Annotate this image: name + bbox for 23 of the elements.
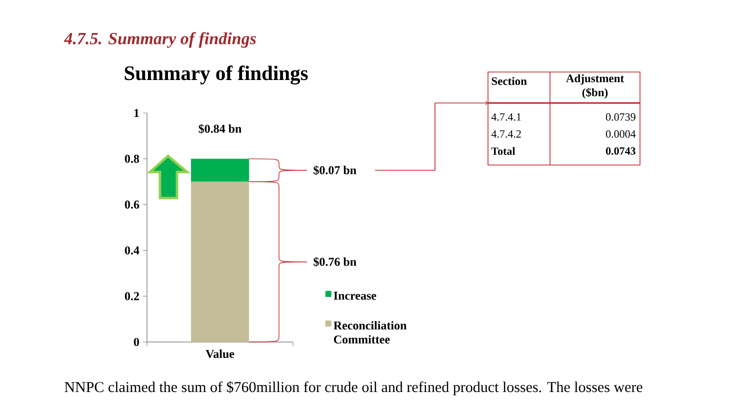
y-tick-label: 0.6: [124, 200, 140, 209]
text: 0.0004: [606, 130, 636, 138]
y-tick-label: 0.8: [124, 154, 140, 163]
y-tick-label: 1: [134, 109, 139, 117]
text: Total: [491, 147, 516, 155]
text: $0.76 bn: [314, 257, 356, 267]
text: 4.7.4.1: [491, 113, 521, 121]
text: 4.7.4.2: [491, 130, 521, 138]
y-tick-label: 0.4: [124, 246, 140, 254]
y-tick-label: 0.2: [124, 292, 139, 300]
x-tick-label: Value: [206, 350, 234, 358]
legend-label: Reconciliation Committee: [334, 321, 407, 344]
text: 0.0739: [606, 113, 636, 121]
y-tick-label: 0: [134, 338, 140, 346]
annotation: $0.84 bn: [198, 124, 242, 134]
text: $0.07 bn: [314, 165, 356, 176]
chart-title: Summary of findings: [124, 66, 308, 84]
text: Adjustment ($bn): [566, 74, 624, 99]
text: 0.0743: [606, 147, 636, 155]
text: NNPC claimed the sum of $760million for crude oil and refined product losses. The losses were: [64, 381, 642, 396]
text: 4.7.5. Summary of findings: [64, 32, 256, 48]
text: Section: [492, 76, 527, 86]
legend-label: Increase: [334, 292, 376, 300]
